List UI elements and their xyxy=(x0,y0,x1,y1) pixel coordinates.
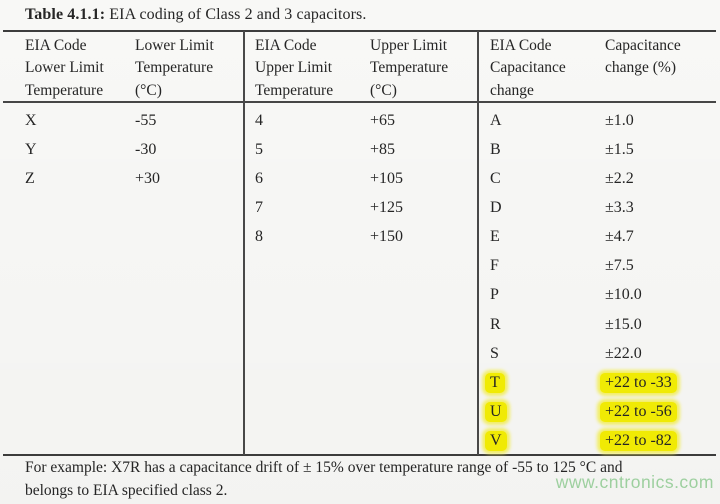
column-divider-2 xyxy=(477,31,479,455)
header-lower-limit-temperature: Lower Limit Temperature (°C) xyxy=(135,37,214,99)
table-row: A ±1.0 xyxy=(490,106,716,135)
table-bottom-rule xyxy=(3,454,716,456)
table-caption-title: EIA coding of Class 2 and 3 capacitors. xyxy=(105,6,367,23)
value-cell: +22 to -82 xyxy=(600,431,677,452)
value-cell: ±2.2 xyxy=(605,169,634,187)
table-row: U +22 to -56 xyxy=(485,397,716,426)
table-row: Z +30 xyxy=(25,164,240,193)
eia-code-cell: C xyxy=(490,169,501,187)
eia-code-cell: P xyxy=(490,286,499,304)
table-row: T +22 to -33 xyxy=(485,368,716,397)
eia-code-cell: R xyxy=(490,315,501,333)
value-cell: ±1.0 xyxy=(605,111,634,129)
eia-code-cell: S xyxy=(490,344,499,362)
table-caption: Table 4.1.1: EIA coding of Class 2 and 3… xyxy=(25,6,366,24)
value-cell: ±15.0 xyxy=(605,315,642,333)
eia-code-cell: B xyxy=(490,140,501,158)
value-cell: +150 xyxy=(370,228,404,246)
table-row: 4 +65 xyxy=(255,106,473,135)
eia-code-cell: 7 xyxy=(255,198,263,216)
eia-code-cell: 5 xyxy=(255,140,263,158)
eia-code-cell: Y xyxy=(25,140,37,158)
table-top-rule xyxy=(3,30,716,32)
value-cell: +30 xyxy=(135,169,161,187)
header-upper-limit-temperature: Upper Limit Temperature (°C) xyxy=(370,37,449,99)
eia-code-cell: V xyxy=(485,431,507,452)
table-header-rule xyxy=(3,101,716,103)
table-row: X -55 xyxy=(25,106,240,135)
table-row: C ±2.2 xyxy=(490,164,716,193)
table-footnote: For example: X7R has a capacitance drift… xyxy=(25,457,717,502)
value-cell: +22 to -56 xyxy=(600,401,677,422)
footnote-line-2: belongs to EIA specified class 2. xyxy=(25,481,228,499)
table-row: S ±22.0 xyxy=(490,339,716,368)
eia-code-cell: 6 xyxy=(255,169,263,187)
table-row: 8 +150 xyxy=(255,223,473,252)
eia-code-cell: T xyxy=(485,372,505,393)
section-upper-limit-temperature: 4 +65 5 +85 6 +105 7 +125 8 +150 xyxy=(255,106,473,252)
table-row: R ±15.0 xyxy=(490,310,716,339)
value-cell: ±7.5 xyxy=(605,257,634,275)
value-cell: ±3.3 xyxy=(605,198,634,216)
value-cell: -55 xyxy=(135,111,157,129)
header-capacitance-change-percent: Capacitance change (%) xyxy=(605,37,681,77)
value-cell: ±1.5 xyxy=(605,140,634,158)
column-divider-1 xyxy=(243,31,245,455)
footnote-line-1: For example: X7R has a capacitance drift… xyxy=(25,459,623,476)
table-row: D ±3.3 xyxy=(490,193,716,222)
value-cell: -30 xyxy=(135,140,157,158)
eia-code-cell: 4 xyxy=(255,111,263,129)
table-row: B ±1.5 xyxy=(490,135,716,164)
section-capacitance-change: A ±1.0 B ±1.5 C ±2.2 D ±3.3 E ±4.7 F ±7.5 P ±10.0 R ±15… xyxy=(485,106,716,456)
value-cell: ±22.0 xyxy=(605,344,642,362)
section-lower-limit-temperature: X -55 Y -30 Z +30 xyxy=(25,106,240,193)
eia-code-cell: E xyxy=(490,228,500,246)
header-eia-code-lower-limit: EIA Code Lower Limit Temperature xyxy=(25,37,104,99)
table-row: F ±7.5 xyxy=(490,252,716,281)
value-cell: ±4.7 xyxy=(605,228,634,246)
eia-code-cell: Z xyxy=(25,169,35,187)
eia-code-cell: D xyxy=(490,198,502,216)
eia-code-cell: F xyxy=(490,257,499,275)
table-row: Y -30 xyxy=(25,135,240,164)
value-cell: +22 to -33 xyxy=(600,372,677,393)
eia-code-cell: U xyxy=(485,401,507,422)
value-cell: +65 xyxy=(370,111,396,129)
header-eia-code-upper-limit: EIA Code Upper Limit Temperature xyxy=(255,37,334,99)
watermark: www.cntronics.com xyxy=(555,472,714,492)
value-cell: +85 xyxy=(370,140,396,158)
table-caption-number: Table 4.1.1: xyxy=(25,6,106,23)
table-row: 6 +105 xyxy=(255,164,473,193)
table-row: P ±10.0 xyxy=(490,281,716,310)
value-cell: +105 xyxy=(370,169,404,187)
eia-code-cell: X xyxy=(25,111,37,129)
eia-code-cell: 8 xyxy=(255,228,263,246)
table-row: 7 +125 xyxy=(255,193,473,222)
eia-code-cell: A xyxy=(490,111,502,129)
table-row: E ±4.7 xyxy=(490,223,716,252)
table-row: V +22 to -82 xyxy=(485,427,716,456)
value-cell: +125 xyxy=(370,198,404,216)
value-cell: ±10.0 xyxy=(605,286,642,304)
table-row: 5 +85 xyxy=(255,135,473,164)
header-eia-code-capacitance-change: EIA Code Capacitance change xyxy=(490,37,566,99)
